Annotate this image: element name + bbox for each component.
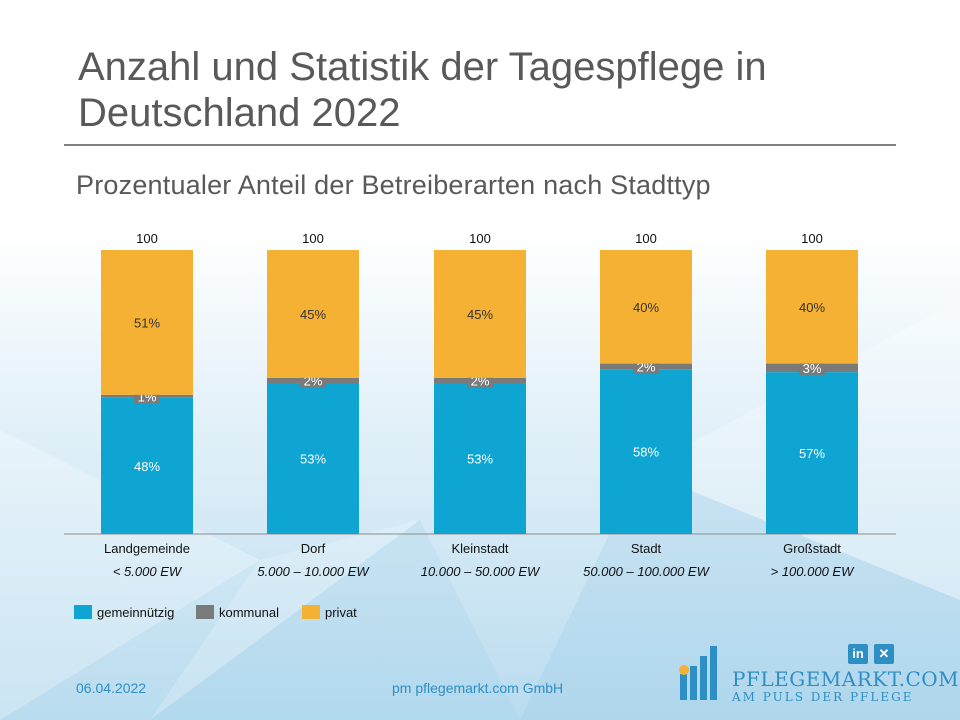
chart-subtitle: Prozentualer Anteil der Betreiberarten n… [76,170,711,200]
data-label-gemeinnützig-2: 53% [300,452,326,467]
bar-privat-4 [600,250,692,364]
footer-date: 06.04.2022 [76,680,147,696]
bar-privat-3 [434,250,526,378]
linkedin-icon[interactable]: in [848,644,868,664]
total-label-3: 100 [469,231,491,246]
data-label-gemeinnützig-3: 53% [467,452,493,467]
total-label-5: 100 [801,231,823,246]
bar-privat-2 [267,250,359,378]
category-label-3: Kleinstadt [451,541,508,556]
data-label-privat-4: 40% [633,300,659,315]
category-label-1: Landgemeinde [104,541,190,556]
legend-label-privat: privat [325,605,357,620]
category-label-5: Großstadt [783,541,841,556]
bar-gemeinnützig-5 [766,372,858,534]
data-label-privat-3: 45% [467,307,493,322]
legend-label-kommunal: kommunal [219,605,279,620]
total-label-1: 100 [136,231,158,246]
category-sublabel-5: > 100.000 EW [771,564,855,579]
data-label-bg-kommunal-5 [799,360,825,375]
data-label-kommunal-5: 3% [803,361,822,376]
data-label-gemeinnützig-4: 58% [633,445,659,460]
data-label-privat-5: 40% [799,300,825,315]
bar-gemeinnützig-2 [267,383,359,534]
data-label-privat-2: 45% [300,307,326,322]
total-label-4: 100 [635,231,657,246]
footer-company: pm pflegemarkt.com GmbH [392,680,564,696]
page-title: Anzahl und Statistik der Tagespflege in … [78,45,767,135]
category-sublabel-2: 5.000 – 10.000 EW [257,564,370,579]
legend-swatch-privat [302,605,320,619]
bar-privat-5 [766,250,858,364]
bar-gemeinnützig-3 [434,383,526,534]
bar-gemeinnützig-4 [600,369,692,534]
bar-privat-1 [101,250,193,395]
data-label-gemeinnützig-5: 57% [799,446,825,461]
logo-name: PFLEGEMARKT.COM [732,667,960,691]
category-sublabel-4: 50.000 – 100.000 EW [583,564,710,579]
legend-label-gemeinnützig: gemeinnützig [97,605,174,620]
title-divider [64,144,896,146]
data-label-privat-1: 51% [134,315,160,330]
category-label-2: Dorf [301,541,326,556]
legend-swatch-kommunal [196,605,214,619]
legend-swatch-gemeinnützig [74,605,92,619]
data-label-gemeinnützig-1: 48% [134,459,160,474]
xing-icon[interactable]: ✕ [874,644,894,664]
category-sublabel-3: 10.000 – 50.000 EW [421,564,541,579]
pflegemarkt-logo-icon [679,646,717,700]
category-label-4: Stadt [631,541,662,556]
bar-gemeinnützig-1 [101,397,193,534]
logo-claim: AM PULS DER PFLEGE [732,690,914,704]
total-label-2: 100 [302,231,324,246]
category-sublabel-1: < 5.000 EW [113,564,183,579]
